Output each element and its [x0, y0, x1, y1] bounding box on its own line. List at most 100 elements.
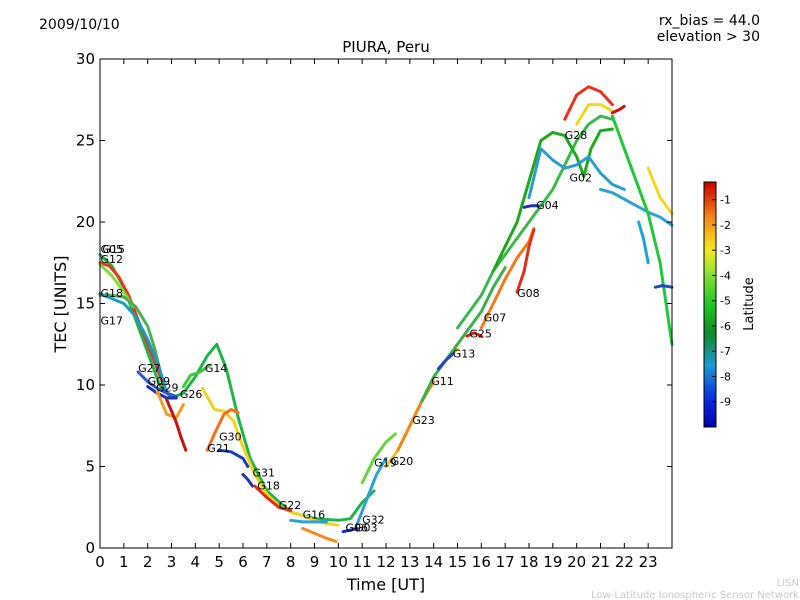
satellite-label: G07 [484, 311, 507, 324]
series-G02e [610, 104, 626, 115]
satellite-label: G32 [362, 514, 385, 527]
colorbar-tick-label: -2 [720, 219, 731, 232]
series-G05 [98, 253, 376, 522]
y-tick-label: 10 [76, 376, 95, 394]
x-tick-label: 12 [376, 553, 395, 571]
x-tick-label: 8 [286, 553, 296, 571]
y-tick-label: 30 [76, 50, 95, 68]
satellite-label: G13 [453, 347, 476, 360]
series-G20 [384, 347, 459, 468]
satellite-label: G14 [205, 362, 228, 375]
satellite-label: G18 [100, 287, 123, 300]
plot-area: G05G15G12G18G17G27G09G29G26G14G30G21G31G… [98, 85, 674, 543]
satellite-label: G17 [100, 315, 123, 328]
x-tick-label: 2 [143, 553, 153, 571]
series-G04b [522, 204, 540, 209]
series-G17 [98, 293, 162, 371]
x-tick-label: 4 [191, 553, 201, 571]
satellite-label: G28 [565, 129, 588, 142]
x-tick-label: 16 [472, 553, 491, 571]
series-G22 [253, 484, 293, 512]
x-tick-label: 19 [543, 553, 562, 571]
satellite-label: G03 [355, 522, 378, 535]
x-tick-label: 13 [400, 553, 419, 571]
satellite-label: G04 [536, 199, 559, 212]
footer-line2: Low-Latitude Ionospheric Sensor Network [591, 590, 799, 600]
colorbar-tick-label: -7 [720, 345, 731, 358]
colorbar-tick-label: -5 [720, 295, 731, 308]
colorbar-tick-label: -8 [720, 370, 731, 383]
x-tick-label: 0 [95, 553, 105, 571]
series-G27 [136, 370, 178, 398]
series-G21 [205, 408, 240, 452]
satellite-label: G08 [517, 287, 540, 300]
rx-bias-label: rx_bias = 44.0 [658, 13, 760, 29]
elevation-label: elevation > 30 [656, 29, 760, 45]
series-G29 [155, 390, 185, 420]
series-G28 [491, 127, 614, 273]
series-G02 [527, 147, 626, 200]
x-axis-label: Time [UT] [346, 575, 425, 594]
x-tick-label: 17 [496, 553, 515, 571]
satellite-label: G27 [138, 362, 161, 375]
x-tick-label: 7 [262, 553, 272, 571]
satellite-label: G23 [412, 414, 435, 427]
satellite-label: G06 [345, 522, 368, 535]
colorbar-tick-label: -4 [720, 269, 731, 282]
series-G02d [646, 166, 674, 216]
series-G09 [146, 385, 178, 400]
series-G02b [599, 187, 674, 227]
y-tick-label: 0 [85, 539, 95, 557]
satellite-label: G21 [207, 442, 230, 455]
series-G16 [217, 448, 250, 468]
x-ticks: 0 1 2 3 4 5 6 7 8 9 10 11 12 13 14 15 16 17 18 19 20 21 22 23 [95, 59, 658, 571]
series-G14 [181, 363, 212, 389]
x-tick-label: 18 [519, 553, 538, 571]
x-tick-label: 5 [214, 553, 224, 571]
x-tick-label: 21 [591, 553, 610, 571]
x-tick-label: 6 [238, 553, 248, 571]
x-tick-label: 20 [567, 553, 586, 571]
colorbar-label: Latitude [742, 277, 757, 331]
x-tick-label: 15 [448, 553, 467, 571]
x-tick-label: 3 [167, 553, 177, 571]
satellite-label: G20 [391, 455, 414, 468]
satellite-label: G22 [279, 499, 302, 512]
series-G16b [289, 518, 328, 524]
satellite-label: G30 [219, 430, 242, 443]
satellite-label: G02 [570, 171, 593, 184]
series-G25 [465, 331, 483, 338]
series-G04 [456, 114, 614, 330]
colorbar-tick-label: -1 [720, 194, 731, 207]
satellite-label: G25 [469, 328, 492, 341]
satellite-label: G26 [180, 388, 203, 401]
series-G26 [165, 398, 188, 452]
series-G30 [201, 386, 340, 527]
y-tick-label: 25 [76, 132, 95, 150]
colorbar-tick-label: -6 [720, 320, 731, 333]
y-tick-label: 5 [85, 458, 95, 476]
satellite-label: G31 [253, 466, 276, 479]
satellite-label: G11 [431, 375, 454, 388]
satellite-label: G16 [303, 509, 326, 522]
colorbar-tick-label: -9 [720, 396, 731, 409]
date-label: 2009/10/10 [39, 17, 120, 33]
y-ticks: 0 5 10 15 20 25 30 [76, 50, 672, 557]
series-G31 [241, 473, 254, 488]
series-G06 [301, 526, 338, 543]
series-G08 [515, 228, 536, 294]
series-G02c [610, 114, 674, 346]
satellite-label: G09 [148, 375, 171, 388]
y-tick-label: 20 [76, 213, 95, 231]
series-G11 [420, 266, 507, 403]
series-G03 [341, 526, 359, 534]
x-tick-label: 22 [615, 553, 634, 571]
satellite-label: G18 [257, 479, 280, 492]
satellite-label: G15 [102, 243, 125, 256]
series-G02f [653, 284, 674, 289]
satellite-label: G29 [156, 382, 179, 395]
chart-title: PIURA, Peru [342, 38, 429, 56]
y-axis-label: TEC [UNITS] [51, 256, 70, 354]
series-G02g [637, 220, 650, 265]
